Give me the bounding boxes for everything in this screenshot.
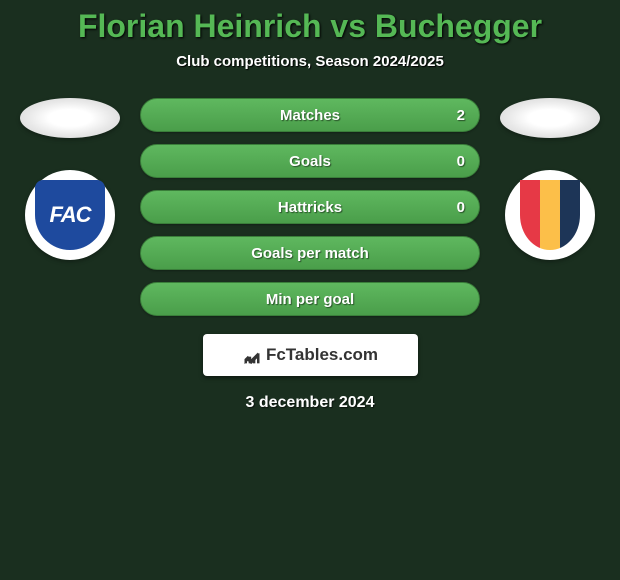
shield-stripe <box>520 180 540 250</box>
stat-label: Goals <box>289 153 331 170</box>
stat-label: Goals per match <box>251 245 369 262</box>
shield-stripe <box>560 180 580 250</box>
stat-bar-matches: Matches 2 <box>140 98 480 132</box>
brand-text: FcTables.com <box>266 345 378 365</box>
stat-label: Hattricks <box>278 199 342 216</box>
left-club-text: FAC <box>50 202 91 228</box>
page-title: Florian Heinrich vs Buchegger <box>10 8 610 45</box>
right-club-badge <box>505 170 595 260</box>
brand-logo-box: FcTables.com <box>203 334 418 376</box>
right-player-col <box>500 98 600 260</box>
stat-value: 0 <box>457 199 465 216</box>
stat-label: Matches <box>280 107 340 124</box>
date-text: 3 december 2024 <box>10 394 610 412</box>
right-club-shield <box>520 180 580 250</box>
stat-bar-min-per-goal: Min per goal <box>140 282 480 316</box>
stat-bar-hattricks: Hattricks 0 <box>140 190 480 224</box>
right-player-avatar <box>500 98 600 138</box>
stats-column: Matches 2 Goals 0 Hattricks 0 Goals per … <box>140 98 480 316</box>
stat-bar-goals: Goals 0 <box>140 144 480 178</box>
left-player-col: FAC <box>20 98 120 260</box>
comparison-area: FAC Matches 2 Goals 0 Hattricks 0 Goals … <box>10 98 610 316</box>
stat-value: 2 <box>457 107 465 124</box>
left-club-shield: FAC <box>35 180 105 250</box>
stat-label: Min per goal <box>266 291 354 308</box>
left-club-badge: FAC <box>25 170 115 260</box>
subtitle: Club competitions, Season 2024/2025 <box>10 53 610 70</box>
left-player-avatar <box>20 98 120 138</box>
stat-bar-goals-per-match: Goals per match <box>140 236 480 270</box>
stat-value: 0 <box>457 153 465 170</box>
shield-stripe <box>540 180 560 250</box>
chart-icon <box>242 345 262 365</box>
